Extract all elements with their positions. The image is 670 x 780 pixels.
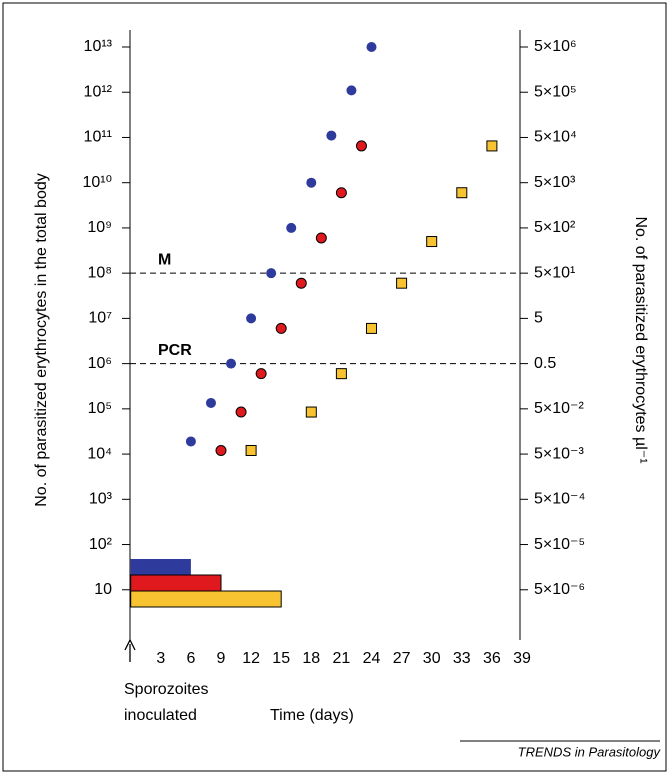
y-tick-label: 10⁹ (87, 219, 112, 236)
x-tick-label: 39 (513, 650, 531, 667)
y2-axis-label: No. of parasitized erythrocytes µl⁻¹ (632, 216, 649, 463)
y-tick-label: 10⁵ (88, 400, 112, 417)
x-tick-label: 36 (483, 650, 501, 667)
point (486, 140, 498, 152)
point (335, 368, 347, 380)
arrow-head (124, 638, 136, 651)
source: TRENDS in Parasitology (518, 744, 662, 759)
y2-tick-label: 5×10⁵ (534, 83, 577, 100)
point (266, 268, 277, 279)
y2-tick-label: 5×10⁶ (534, 38, 577, 55)
y-tick-label: 10³ (89, 491, 113, 508)
y2-tick-label: 5×10⁻² (534, 400, 584, 417)
y2-tick-label: 5×10⁴ (534, 129, 577, 146)
y2-tick-label: 5×10² (534, 219, 576, 236)
y2-tick-label: 5×10¹ (534, 264, 575, 281)
point (346, 85, 357, 96)
y-tick-label: 10¹² (84, 83, 113, 100)
point (275, 322, 287, 334)
y2-tick-label: 5×10⁻³ (534, 445, 584, 462)
point (326, 130, 337, 141)
y-tick-label: 10¹⁰ (82, 174, 112, 191)
point (366, 322, 377, 334)
point (286, 222, 297, 233)
x-tick-label: 12 (242, 650, 260, 667)
y-tick-label: 10⁶ (88, 355, 112, 372)
y2-tick-label: 5×10³ (534, 174, 576, 191)
y2-tick-label: 5×10⁻⁵ (534, 536, 585, 553)
y-tick-label: 10⁴ (87, 445, 112, 462)
point (366, 42, 377, 52)
x-tick-label: 6 (186, 650, 195, 667)
annotation: Sporozoites (124, 681, 209, 698)
y2-tick-label: 0.5 (534, 355, 556, 372)
point (396, 277, 408, 289)
reference-label: PCR (158, 342, 192, 359)
y2-tick-label: 5×10⁻⁴ (534, 491, 585, 508)
x-tick-label: 24 (363, 650, 381, 667)
y-tick-label: 10⁸ (87, 264, 112, 281)
point (245, 444, 257, 456)
duration-bar (130, 590, 282, 608)
point (295, 277, 307, 289)
y-tick-label: 10¹³ (84, 38, 113, 55)
y-tick-label: 10⁷ (88, 310, 112, 327)
x-tick-label: 30 (423, 650, 441, 667)
frame (2, 2, 667, 772)
x-tick-label: 9 (217, 650, 226, 667)
x-tick-label: 21 (333, 650, 351, 667)
point (355, 140, 367, 152)
duration-bar (130, 574, 222, 592)
x-axis-label: Time (days) (270, 707, 354, 724)
x-tick-label: 15 (272, 650, 290, 667)
annotation: inoculated (124, 707, 197, 724)
y-tick-label: 10 (94, 581, 112, 598)
point (226, 358, 237, 369)
point (426, 236, 438, 248)
duration-bar (130, 559, 191, 575)
x-tick-label: 33 (453, 650, 471, 667)
x-tick-label: 18 (302, 650, 320, 667)
point (205, 397, 216, 408)
x-tick-label: 3 (156, 650, 165, 667)
reference-label: M (158, 251, 171, 268)
point (306, 177, 317, 188)
x-tick-label: 27 (393, 650, 411, 667)
point (315, 232, 327, 244)
point (456, 187, 468, 199)
point (335, 187, 347, 199)
point (246, 313, 257, 324)
point (215, 444, 227, 456)
point (255, 368, 267, 380)
point (235, 406, 247, 418)
y-tick-label: 10¹¹ (84, 129, 112, 146)
y2-tick-label: 5 (534, 310, 543, 327)
y-tick-label: 10² (89, 536, 113, 553)
point (305, 406, 317, 418)
y2-tick-label: 5×10⁻⁶ (534, 581, 585, 598)
point (185, 436, 196, 447)
y-axis-label: No. of parasitized erythrocytes in the t… (33, 173, 50, 507)
